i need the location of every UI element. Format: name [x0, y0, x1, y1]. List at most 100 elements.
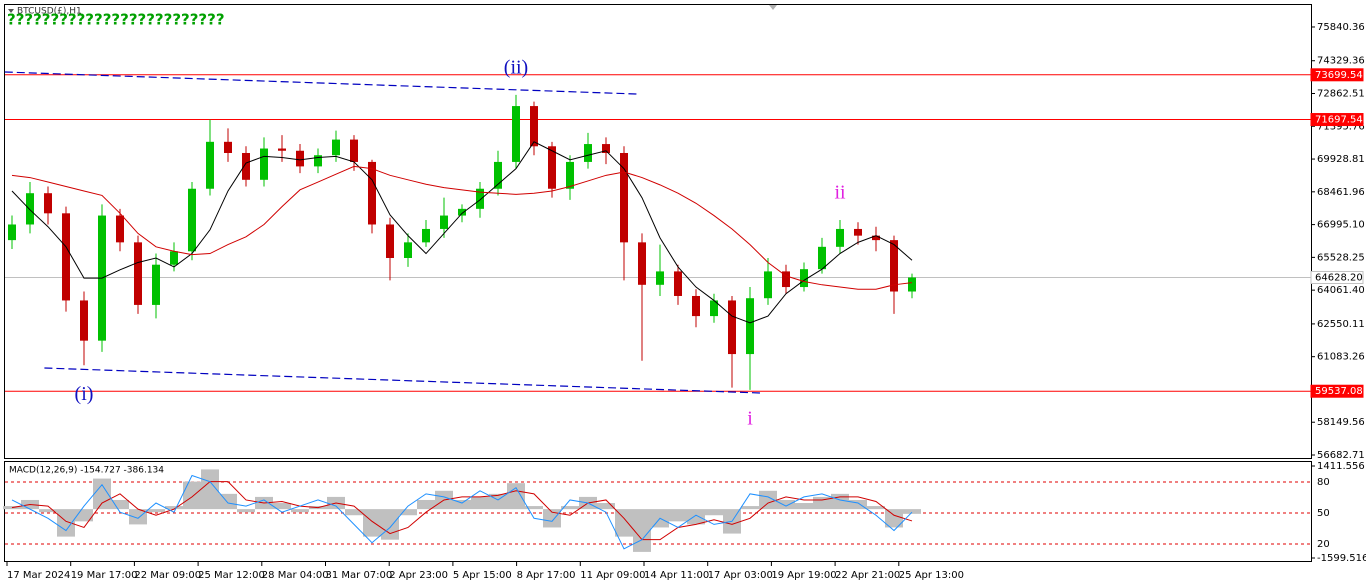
- candle-body: [908, 277, 916, 292]
- macd-histogram-bar: [885, 509, 903, 528]
- macd-histogram-bar: [129, 509, 147, 525]
- macd-histogram-bar: [399, 509, 417, 516]
- candle-body: [350, 139, 358, 162]
- macd-histogram-bar: [183, 481, 201, 510]
- candle-body: [494, 161, 502, 189]
- macd-histogram-bar: [147, 509, 165, 513]
- x-tick-label: 25 Mar 12:00: [198, 570, 265, 581]
- candle-body: [746, 298, 754, 355]
- macd-histogram-bar: [201, 469, 219, 510]
- candle-body: [674, 271, 682, 296]
- symbol-icon: [8, 9, 14, 13]
- macd-histogram-bar: [417, 499, 435, 510]
- candle-body: [854, 228, 862, 236]
- moving-average: [11, 165, 913, 290]
- candle-body: [332, 139, 340, 156]
- candle-body: [872, 235, 880, 241]
- level-tag-label: 64628.20: [1315, 272, 1363, 283]
- y-tick-label: 56682.71: [1317, 450, 1365, 461]
- candle-body: [368, 161, 376, 225]
- macd-histogram-bar: [381, 509, 399, 540]
- x-tick-label: 11 Apr 09:00: [580, 570, 645, 581]
- candle-body: [62, 213, 70, 301]
- candle-body: [710, 300, 718, 317]
- macd-histogram-bar: [507, 483, 525, 510]
- y-tick-label: 66995.10: [1317, 220, 1365, 231]
- trend-line: [4, 71, 637, 95]
- macd-histogram-bar: [615, 509, 633, 537]
- candle-body: [440, 215, 448, 229]
- level-tag: [1310, 270, 1364, 284]
- candle-body: [188, 188, 196, 252]
- y-tick-label: 65528.25: [1317, 252, 1365, 263]
- macd-histogram-bar: [669, 509, 687, 522]
- price-panel: [4, 4, 1312, 459]
- x-tick-label: 22 Mar 09:00: [134, 570, 201, 581]
- macd-histogram-bar: [363, 509, 381, 537]
- y-tick-label: 75840.36: [1317, 22, 1365, 33]
- candle-body: [692, 295, 700, 317]
- candle-body: [170, 251, 178, 265]
- macd-histogram-bar: [57, 509, 75, 537]
- candle-body: [44, 193, 52, 214]
- x-tick-label: 2 Apr 23:00: [389, 570, 448, 581]
- macd-histogram-bar: [39, 509, 57, 513]
- candle-body: [80, 300, 88, 341]
- macd-histogram-bar: [291, 509, 309, 513]
- macd-line: [11, 481, 913, 541]
- candle-body: [656, 271, 664, 285]
- candle-body: [26, 193, 34, 225]
- x-tick-label: 17 Mar 2024: [7, 570, 70, 581]
- macd-histogram-bar: [273, 503, 291, 510]
- candle-body: [638, 242, 646, 285]
- candle-body: [890, 240, 898, 292]
- y2-tick-label: 50: [1317, 508, 1330, 519]
- y-tick-label: 58149.56: [1317, 417, 1365, 428]
- macd-histogram-bar: [453, 499, 471, 510]
- candle-body: [134, 242, 142, 305]
- y2-tick-label: 20: [1317, 539, 1330, 550]
- x-tick-label: 19 Mar 17:00: [71, 570, 138, 581]
- y-tick-label: 72862.51: [1317, 89, 1365, 100]
- level-tag: [1310, 113, 1364, 127]
- candle-body: [818, 246, 826, 270]
- macd-histogram-bar: [903, 509, 921, 514]
- candle-body: [422, 228, 430, 243]
- x-tick-label: 5 Apr 15:00: [453, 570, 512, 581]
- macd-histogram-bar: [633, 509, 651, 552]
- candle-body: [116, 215, 124, 243]
- macd-histogram-bar: [795, 503, 813, 510]
- macd-histogram-bar: [471, 496, 489, 510]
- y-tick-label: 1411.556: [1317, 461, 1365, 472]
- macd-histogram-bar: [849, 499, 867, 510]
- macd-histogram-bar: [687, 509, 705, 525]
- candle-body: [800, 269, 808, 288]
- candle-body: [242, 152, 250, 180]
- candle-body: [296, 150, 304, 167]
- y-tick-label: 69928.81: [1317, 154, 1365, 165]
- level-tag-label: 73699.54: [1315, 70, 1363, 81]
- macd-histogram-bar: [525, 506, 543, 510]
- y-tick-label: 74329.36: [1317, 56, 1365, 67]
- candle-body: [548, 146, 556, 189]
- y-tick-label: 64061.40: [1317, 285, 1365, 296]
- macd-histogram-bar: [705, 509, 723, 516]
- candle-body: [530, 106, 538, 147]
- candle-body: [278, 148, 286, 151]
- candle-body: [386, 224, 394, 258]
- macd-histogram-bar: [597, 503, 615, 510]
- x-tick-label: 8 Apr 17:00: [517, 570, 576, 581]
- macd-histogram-bar: [237, 509, 255, 513]
- candle-body: [260, 148, 268, 180]
- macd-panel: [4, 461, 1312, 562]
- macd-histogram-bar: [759, 490, 777, 510]
- candle-body: [404, 242, 412, 258]
- macd-title: MACD(12,26,9) -154.727 -386.134: [9, 466, 164, 476]
- wave-label: i: [747, 407, 753, 429]
- candle-body: [314, 155, 322, 167]
- candle-body: [836, 228, 844, 247]
- candle-body: [152, 264, 160, 305]
- symbol-label: BTCUSD(£),H1: [17, 7, 82, 17]
- candle-body: [206, 141, 214, 189]
